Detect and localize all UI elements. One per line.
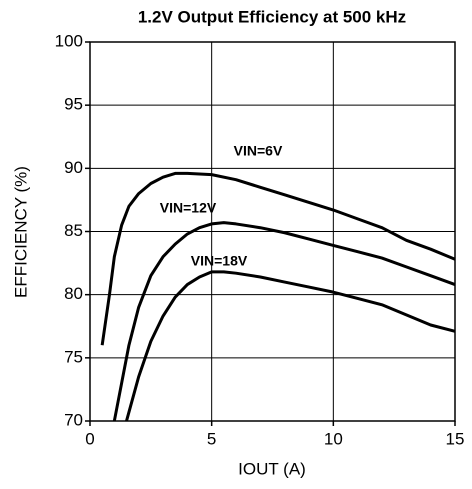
y-tick-label: 85 — [64, 221, 83, 240]
series-label: VIN=12V — [160, 200, 217, 216]
y-tick-label: 90 — [64, 158, 83, 177]
x-tick-label: 0 — [85, 429, 94, 448]
x-tick-label: 10 — [324, 429, 343, 448]
y-tick-label: 100 — [55, 31, 83, 50]
y-axis-label: EFFICIENCY (%) — [11, 166, 30, 298]
y-tick-label: 75 — [64, 347, 83, 366]
data-line — [112, 221, 456, 422]
plot-frame — [89, 41, 456, 422]
x-tick-label: 15 — [446, 429, 465, 448]
data-line — [125, 270, 456, 422]
series-label: VIN=18V — [191, 253, 248, 269]
x-axis-label: IOUT (A) — [238, 459, 306, 478]
y-tick-label: 80 — [64, 284, 83, 303]
y-tick-label: 70 — [64, 410, 83, 429]
data-line — [100, 171, 456, 346]
series-label: VIN=6V — [234, 143, 283, 159]
chart-title: 1.2V Output Efficiency at 500 kHz — [138, 7, 406, 26]
y-tick-label: 95 — [64, 95, 83, 114]
x-tick-label: 5 — [207, 429, 216, 448]
